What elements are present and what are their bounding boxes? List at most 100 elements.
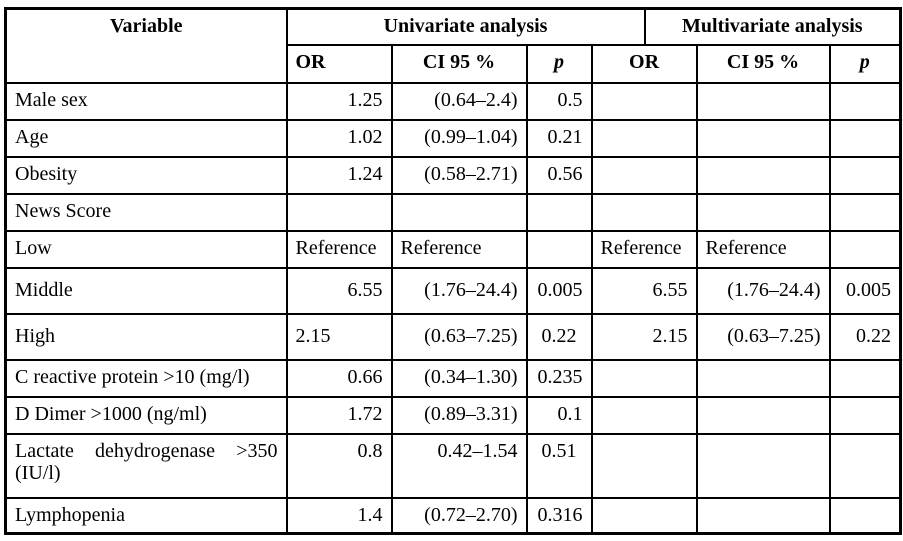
table-row: High 2.15 (0.63–7.25) 0.22 2.15 (0.63–7.25) 0.… xyxy=(4,312,902,361)
mv-or-cell xyxy=(590,395,698,435)
table-row: Age 1.02 (0.99–1.04) 0.21 xyxy=(4,118,902,158)
mv-ci-cell xyxy=(695,496,831,535)
uv-ci-cell: (0.58–2.71) xyxy=(390,155,528,195)
variable-cell: Male sex xyxy=(4,81,288,121)
mv-or-cell xyxy=(590,358,698,398)
mv-or-cell xyxy=(590,432,698,499)
uv-ci-cell: 0.42–1.54 xyxy=(390,432,528,499)
header-p-univariate: p xyxy=(525,43,593,84)
uv-p-cell xyxy=(525,192,593,232)
uv-p-cell: 0.51 xyxy=(525,432,593,499)
variable-cell: Age xyxy=(4,118,288,158)
uv-p-cell: 0.235 xyxy=(525,358,593,398)
table-row: Male sex 1.25 (0.64–2.4) 0.5 xyxy=(4,81,902,121)
table-row: D Dimer >1000 (ng/ml) 1.72 (0.89–3.31) 0.1 xyxy=(4,395,902,435)
header-or-multivariate: OR xyxy=(590,43,698,84)
table-row: Lymphopenia 1.4 (0.72–2.70) 0.316 xyxy=(4,496,902,535)
uv-ci-cell: (0.64–2.4) xyxy=(390,81,528,121)
mv-ci-cell: (0.63–7.25) xyxy=(695,312,831,361)
mv-or-cell: Reference xyxy=(590,229,698,269)
header-ci-multivariate: CI 95 % xyxy=(695,43,831,84)
mv-p-cell xyxy=(828,496,902,535)
table-row: Low Reference Reference Reference Reference xyxy=(4,229,902,269)
variable-cell: High xyxy=(4,312,288,361)
mv-p-cell xyxy=(828,432,902,499)
mv-or-cell xyxy=(590,118,698,158)
mv-or-cell: 2.15 xyxy=(590,312,698,361)
header-or-univariate: OR xyxy=(285,43,393,84)
uv-or-cell xyxy=(285,192,393,232)
mv-ci-cell xyxy=(695,118,831,158)
uv-p-cell: 0.22 xyxy=(525,312,593,361)
variable-cell: C reactive protein >10 (mg/l) xyxy=(4,358,288,398)
uv-p-cell: 0.1 xyxy=(525,395,593,435)
uv-ci-cell: (0.89–3.31) xyxy=(390,395,528,435)
uv-ci-cell: Reference xyxy=(390,229,528,269)
table-row: Obesity 1.24 (0.58–2.71) 0.56 xyxy=(4,155,902,195)
uv-p-cell: 0.56 xyxy=(525,155,593,195)
variable-cell: Middle xyxy=(4,266,288,315)
variable-cell: Low xyxy=(4,229,288,269)
uv-ci-cell: (0.72–2.70) xyxy=(390,496,528,535)
mv-p-cell xyxy=(828,358,902,398)
uv-or-cell: Reference xyxy=(285,229,393,269)
mv-ci-cell xyxy=(695,358,831,398)
results-table: Variable Univariate analysis Multivariat… xyxy=(4,7,903,535)
mv-or-cell xyxy=(590,155,698,195)
header-group-row: Variable Univariate analysis Multivariat… xyxy=(4,7,902,84)
table-header: Variable Univariate analysis Multivariat… xyxy=(4,7,902,84)
header-univariate-analysis: Univariate analysis xyxy=(285,7,646,46)
uv-or-cell: 6.55 xyxy=(285,266,393,315)
mv-p-cell: 0.005 xyxy=(828,266,902,315)
mv-or-cell: 6.55 xyxy=(590,266,698,315)
uv-ci-cell: (0.99–1.04) xyxy=(390,118,528,158)
variable-cell: Lymphopenia xyxy=(4,496,288,535)
variable-cell: News Score xyxy=(4,192,288,232)
uv-or-cell: 2.15 xyxy=(285,312,393,361)
mv-p-cell xyxy=(828,229,902,269)
variable-cell: Obesity xyxy=(4,155,288,195)
table-row: C reactive protein >10 (mg/l) 0.66 (0.34–1… xyxy=(4,358,902,398)
mv-p-cell xyxy=(828,155,902,195)
mv-p-cell xyxy=(828,118,902,158)
uv-or-cell: 1.25 xyxy=(285,81,393,121)
uv-or-cell: 1.72 xyxy=(285,395,393,435)
header-ci-univariate: CI 95 % xyxy=(390,43,528,84)
header-p-multivariate: p xyxy=(828,43,902,84)
header-variable: Variable xyxy=(4,7,288,84)
mv-or-cell xyxy=(590,192,698,232)
uv-or-cell: 1.4 xyxy=(285,496,393,535)
mv-ci-cell xyxy=(695,432,831,499)
mv-ci-cell xyxy=(695,155,831,195)
uv-p-cell: 0.5 xyxy=(525,81,593,121)
uv-ci-cell: (1.76–24.4) xyxy=(390,266,528,315)
uv-p-cell: 0.005 xyxy=(525,266,593,315)
table-row: News Score xyxy=(4,192,902,232)
variable-cell: D Dimer >1000 (ng/ml) xyxy=(4,395,288,435)
mv-p-cell xyxy=(828,395,902,435)
mv-ci-cell xyxy=(695,192,831,232)
table-row: Lactate dehydrogenase >350 (IU/l) 0.8 0.42… xyxy=(4,432,902,499)
uv-or-cell: 1.02 xyxy=(285,118,393,158)
mv-or-cell xyxy=(590,81,698,121)
mv-ci-cell: (1.76–24.4) xyxy=(695,266,831,315)
uv-or-cell: 1.24 xyxy=(285,155,393,195)
mv-ci-cell xyxy=(695,81,831,121)
mv-ci-cell: Reference xyxy=(695,229,831,269)
uv-p-cell xyxy=(525,229,593,269)
header-sub-row: OR CI 95 % p OR CI 95 % p xyxy=(6,43,902,84)
uv-ci-cell: (0.63–7.25) xyxy=(390,312,528,361)
table-body: Male sex 1.25 (0.64–2.4) 0.5 Age 1.02 (0.99–1.… xyxy=(4,81,902,535)
mv-p-cell xyxy=(828,192,902,232)
variable-cell: Lactate dehydrogenase >350 (IU/l) xyxy=(4,432,288,499)
mv-p-cell: 0.22 xyxy=(828,312,902,361)
uv-or-cell: 0.66 xyxy=(285,358,393,398)
table-row: Middle 6.55 (1.76–24.4) 0.005 6.55 (1.76–24.4… xyxy=(4,266,902,315)
uv-ci-cell: (0.34–1.30) xyxy=(390,358,528,398)
uv-or-cell: 0.8 xyxy=(285,432,393,499)
header-multivariate-analysis: Multivariate analysis xyxy=(643,7,902,46)
mv-or-cell xyxy=(590,496,698,535)
uv-p-cell: 0.316 xyxy=(525,496,593,535)
uv-p-cell: 0.21 xyxy=(525,118,593,158)
